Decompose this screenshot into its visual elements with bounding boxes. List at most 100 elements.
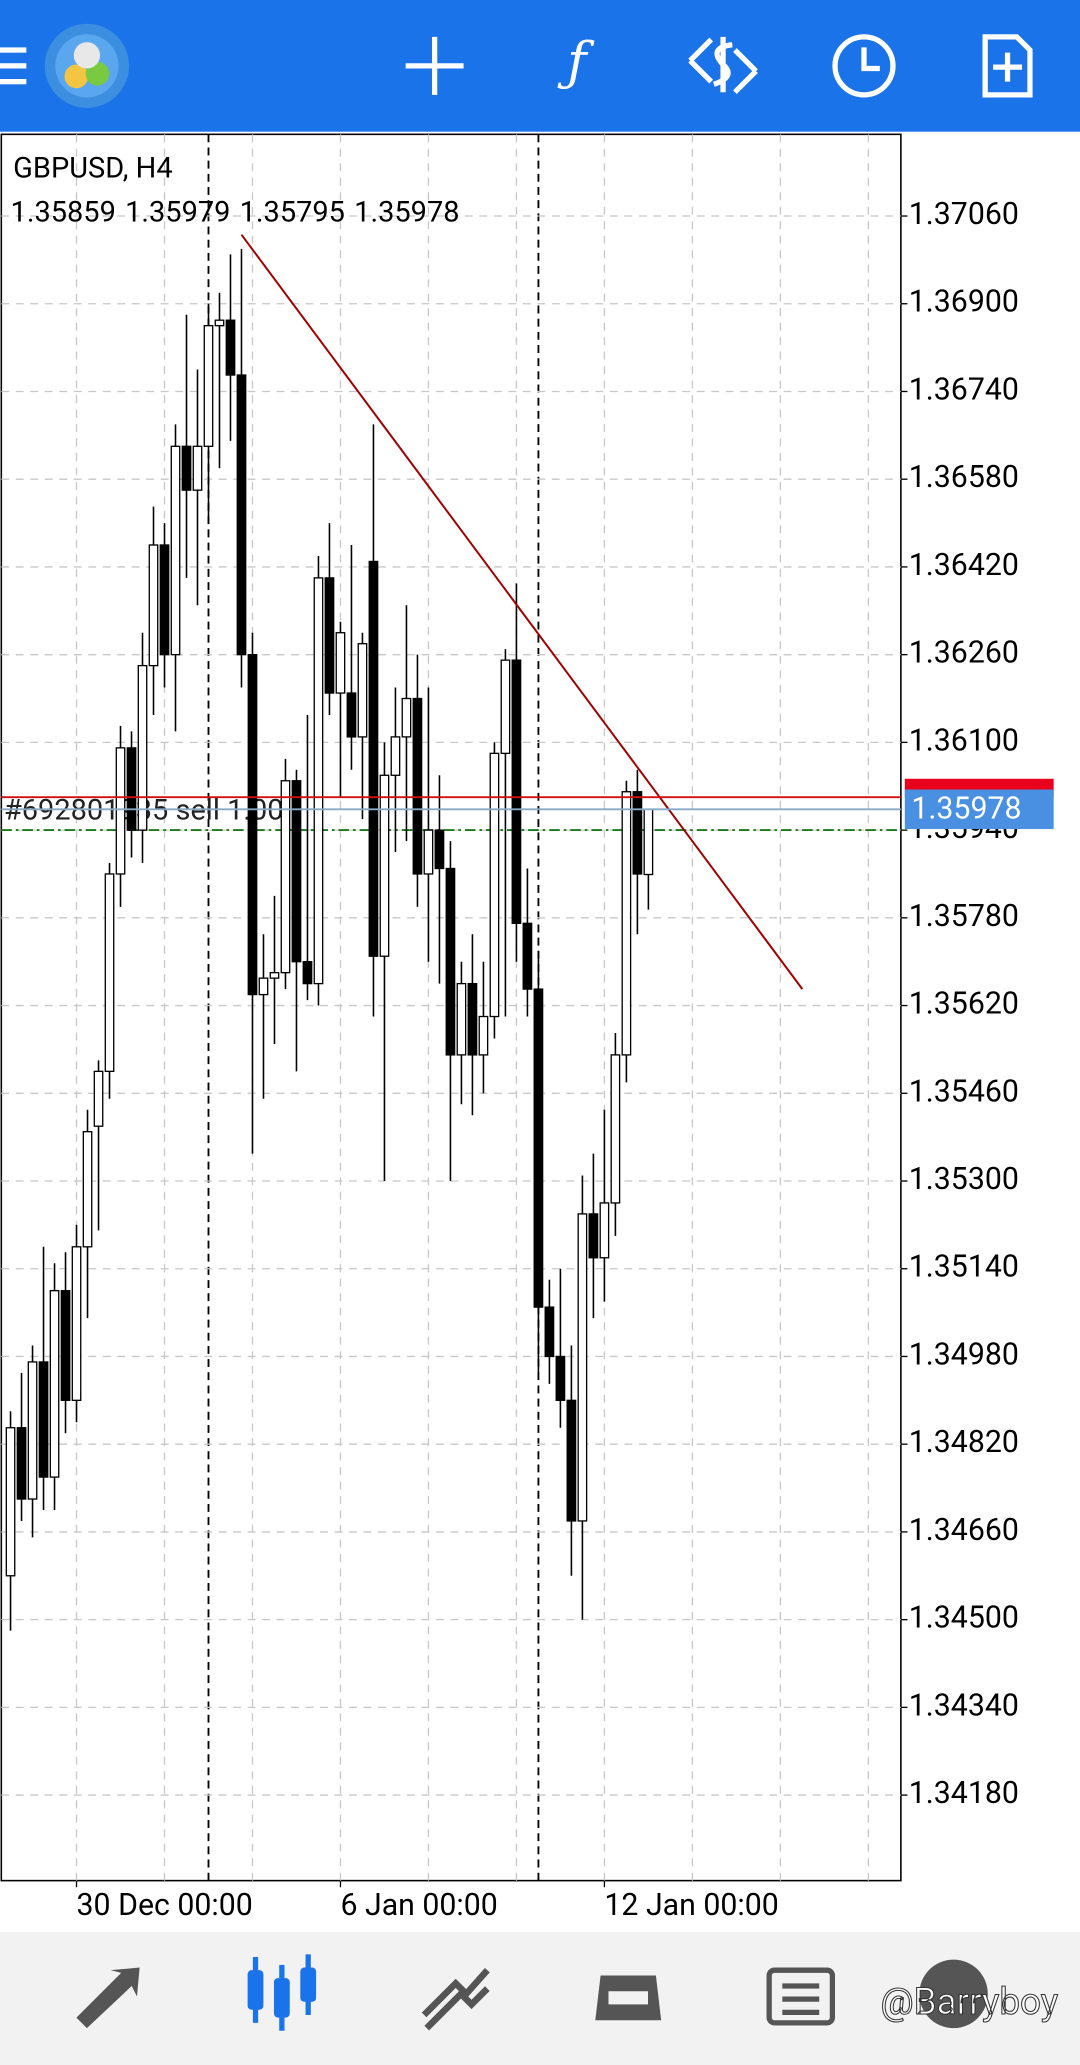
- candle: [621, 780, 632, 1083]
- quotes-tab[interactable]: [76, 1967, 140, 2029]
- candle-body: [258, 977, 269, 996]
- history-button[interactable]: [832, 34, 896, 98]
- candle-body: [588, 1213, 599, 1259]
- candle-body: [379, 774, 390, 957]
- watermark: @Barryboy: [880, 1981, 1058, 2024]
- ohlc-value: 1.35859: [11, 195, 116, 229]
- candle-body: [390, 736, 401, 776]
- candle-body: [115, 747, 126, 875]
- candle: [236, 248, 247, 688]
- chart-tab[interactable]: [247, 1954, 317, 2031]
- candle: [181, 314, 192, 578]
- candle: [313, 555, 324, 1006]
- candle: [27, 1345, 38, 1538]
- news-tab[interactable]: [766, 1967, 836, 2026]
- y-tick-label: 1.34660: [909, 1513, 1019, 1548]
- candle-body: [632, 791, 643, 875]
- candle: [291, 769, 302, 1072]
- candle: [115, 725, 126, 907]
- candle-body: [148, 544, 159, 667]
- crosshair-button[interactable]: [405, 36, 464, 95]
- candle-body: [423, 829, 434, 875]
- candle-body: [610, 1054, 621, 1204]
- candle-body: [16, 1427, 27, 1500]
- y-tick-label: 1.36260: [909, 636, 1019, 671]
- y-tick-label: 1.34180: [909, 1776, 1019, 1811]
- candle: [225, 254, 236, 441]
- y-tick-label: 1.35460: [909, 1074, 1019, 1109]
- candle-body: [412, 697, 423, 875]
- candle-body: [82, 1131, 93, 1248]
- candle-body: [456, 982, 467, 1056]
- candle-body: [159, 544, 170, 656]
- candle: [379, 742, 390, 1182]
- candle: [357, 632, 368, 820]
- y-tick-label: 1.34820: [909, 1425, 1019, 1460]
- candle: [203, 303, 214, 524]
- candle-body: [71, 1246, 82, 1401]
- candle-body: [291, 780, 302, 963]
- candle-body: [357, 643, 368, 738]
- chart: 1.37060 1.36900 1.36740 1.36580 1.36420 1.362…: [0, 133, 1054, 1923]
- candle: [192, 369, 203, 606]
- trade-button[interactable]: [688, 36, 758, 95]
- candle: [49, 1263, 60, 1510]
- candle-body: [137, 664, 148, 831]
- candle: [412, 654, 423, 907]
- candle: [324, 523, 335, 715]
- candle: [599, 1109, 610, 1302]
- candle: [555, 1268, 566, 1428]
- y-tick-label: 1.36580: [909, 460, 1019, 495]
- bid-tag: [904, 789, 1054, 830]
- candle: [467, 934, 478, 1116]
- candle: [302, 714, 313, 1001]
- new-order-button[interactable]: [982, 34, 1033, 98]
- y-tick-label: 1.35620: [909, 987, 1019, 1022]
- candle-body: [511, 659, 522, 924]
- candle: [522, 868, 533, 1017]
- app-logo[interactable]: [44, 23, 130, 108]
- ohlc-value: 1.35795: [240, 195, 345, 229]
- candle-body: [445, 867, 456, 1056]
- candle: [390, 687, 401, 853]
- candle: [544, 1279, 555, 1384]
- candle-body: [302, 961, 313, 985]
- candle-body: [225, 319, 236, 376]
- candle: [5, 1411, 16, 1631]
- candle-body: [478, 1015, 489, 1056]
- history-tab[interactable]: [595, 1975, 662, 2021]
- chat-tab[interactable]: [919, 1959, 988, 2029]
- menu-button[interactable]: [0, 47, 27, 85]
- ohlc-value: 1.35979: [125, 195, 230, 229]
- candle: [38, 1246, 49, 1510]
- y-tick-label: 1.35140: [909, 1250, 1019, 1285]
- y-tick-label: 1.37060: [909, 197, 1019, 232]
- candle-body: [214, 319, 225, 327]
- candle: [500, 649, 511, 1017]
- y-tick-label: 1.34340: [909, 1688, 1019, 1723]
- candle-body: [489, 752, 500, 1018]
- candle: [368, 424, 379, 1017]
- ohlc-line: 1.35859 1.35979 1.35795 1.35978: [11, 195, 460, 229]
- candle-body: [49, 1290, 60, 1478]
- candle: [445, 841, 456, 1182]
- candle-body: [170, 445, 181, 656]
- candle-body: [544, 1306, 555, 1358]
- chart-title: GBPUSD, H4: [13, 152, 172, 186]
- y-tick-label: 1.36100: [909, 723, 1019, 758]
- candle: [346, 544, 357, 770]
- candle: [566, 1345, 577, 1576]
- candle-body: [203, 325, 214, 447]
- candle: [610, 1032, 621, 1236]
- candle-body: [467, 982, 478, 1056]
- candle-body: [621, 791, 632, 1056]
- candle-body: [269, 972, 280, 979]
- bottom-nav: [0, 1931, 1080, 2065]
- candle-body: [192, 445, 203, 491]
- candle-body: [324, 577, 335, 694]
- candle: [159, 523, 170, 688]
- trade-tab[interactable]: [421, 1967, 490, 2031]
- candle-body: [533, 988, 544, 1308]
- candle: [93, 1060, 104, 1231]
